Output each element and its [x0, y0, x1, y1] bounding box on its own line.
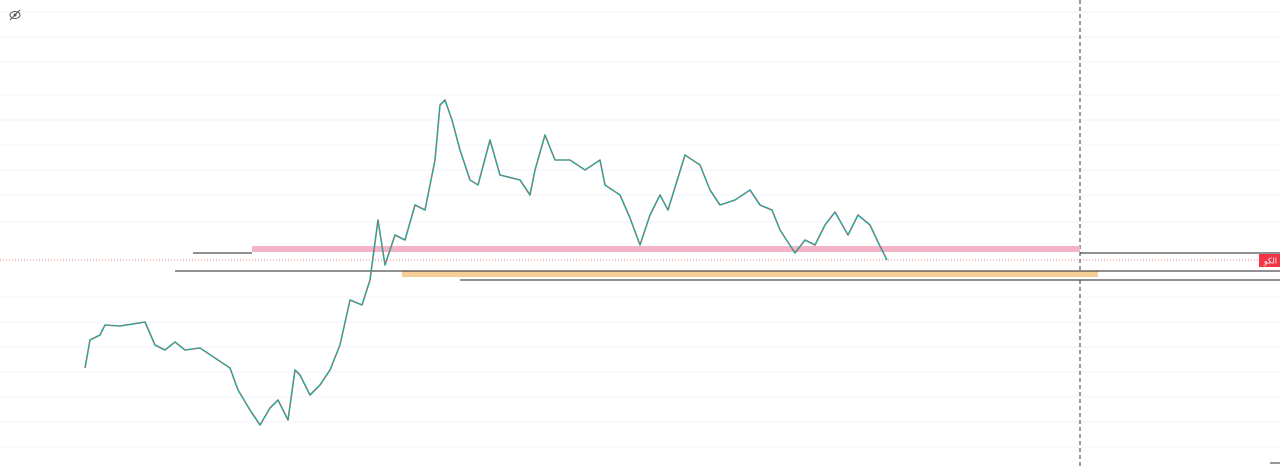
resistance-zone	[252, 246, 1080, 252]
hide-icon[interactable]	[9, 9, 21, 21]
price-line	[84, 99, 888, 426]
price-label-box	[1259, 254, 1280, 267]
support-zone	[402, 271, 1098, 277]
price-line-down	[84, 99, 888, 426]
grid	[0, 11, 1280, 448]
price-label: الکو	[1263, 257, 1277, 266]
